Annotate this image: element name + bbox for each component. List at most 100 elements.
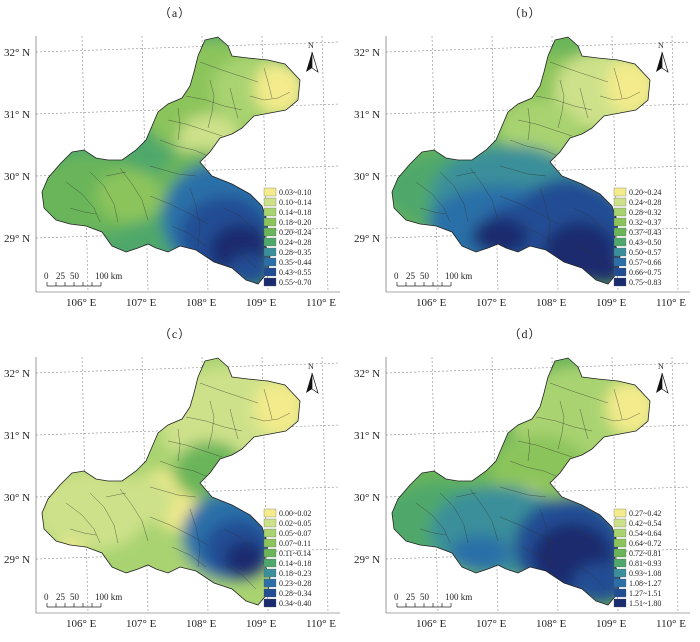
legend: 0.27~0.420.42~0.540.54~0.640.64~0.720.72… [613,508,661,608]
map-b: 32° N 31° N 30° N 29° N 106° E 107° E 108° E 10… [354,35,691,309]
legend-swatch [263,247,277,257]
legend-label: 1.51~1.80 [629,599,661,608]
district-boundary [223,207,255,231]
legend-label: 0.81~0.93 [629,559,661,568]
latitude-label: 31° N [354,430,380,442]
longitude-line [321,356,329,614]
longitude-label: 108° E [186,297,217,309]
region-outline [391,36,651,285]
north-label: N [308,41,314,50]
legend-swatch [263,528,277,538]
legend-label: 0.14~0.18 [279,208,311,217]
district-boundary [185,95,243,111]
district-boundary [159,139,209,157]
legend-label: 0.32~0.37 [629,218,661,227]
scale-label: 100 km [445,592,472,602]
latitude-label: 29° N [354,233,380,245]
legend-swatch [263,598,277,608]
legend-swatch [263,237,277,247]
region-outline [41,36,301,285]
legend: 0.20~0.240.24~0.280.28~0.320.32~0.370.37… [613,187,661,287]
longitude-line [671,35,679,293]
district-boundary [575,243,607,269]
panel-title: （d） [508,327,542,341]
longitude-label: 107° E [126,618,157,630]
scale-label: 50 [70,271,80,281]
legend-swatch [613,518,627,528]
legend-label: 0.28~0.34 [279,589,311,598]
legend-label: 0.64~0.72 [629,539,661,548]
longitude-line [671,356,679,614]
longitude-label: 107° E [476,297,507,309]
map-a: 32° N 31° N 30° N 29° N 106° E 107° E 108° E 10… [4,35,341,309]
legend-swatch [263,508,277,518]
district-boundary [225,243,257,269]
scale-label: 100 km [95,592,122,602]
district-boundary [229,408,239,440]
panel-d: （d） 32° N 31° N 30° N 29° N 106° E 107° E 108°… [350,321,700,642]
district-boundary [65,181,101,223]
legend-swatch [263,538,277,548]
map-d: 32° N 31° N 30° N 29° N 106° E 107° E 108° E 10… [354,356,691,630]
latitude-label: 31° N [354,109,380,121]
legend-swatch [613,548,627,558]
district-boundary [439,171,469,223]
legend-swatch [263,518,277,528]
latitude-label: 32° N [354,47,380,59]
value-zone [174,441,246,501]
legend-swatch [263,217,277,227]
district-boundary [613,67,623,99]
legend-swatch [263,578,277,588]
longitude-label: 109° E [596,297,627,309]
coordinate-labels: 32° N 31° N 30° N 29° N 106° E 107° E 108° E 10… [4,47,336,309]
legend-label: 0.18~0.23 [279,569,311,578]
legend-label: 0.57~0.66 [629,258,661,267]
district-boundary [535,95,593,111]
district-boundary [185,416,243,432]
legend-swatch [263,227,277,237]
district-boundary [499,486,547,498]
legend-label: 0.93~1.08 [629,569,661,578]
legend-swatch [263,548,277,558]
value-zone [254,379,300,435]
district-boundary [65,502,101,544]
legend-label: 0.35~0.44 [279,258,311,267]
latitude-label: 30° N [4,171,30,183]
district-boundary [223,528,255,552]
legend-label: 0.28~0.35 [279,248,311,257]
legend-swatch [613,207,627,217]
district-boundary [229,87,239,119]
legend-swatch [613,568,627,578]
legend-swatch [263,267,277,277]
value-zone [254,62,300,114]
longitude-label: 106° E [66,618,97,630]
legend-label: 0.37~0.43 [629,228,661,237]
district-boundary [119,167,149,221]
legend-swatch [613,257,627,267]
coordinate-labels: 32° N 31° N 30° N 29° N 106° E 107° E 108° E 10… [354,47,686,309]
district-boundary [499,165,547,177]
district-boundary [579,87,589,119]
scale-label: 100 km [95,271,122,281]
district-boundary [539,187,551,247]
district-boundary [69,207,97,215]
latitude-label: 29° N [4,554,30,566]
district-boundary [517,119,573,137]
scale-label: 50 [420,271,430,281]
district-boundary [469,488,499,542]
scale-label: 0 [394,592,399,602]
scale-label: 25 [406,592,416,602]
scale-label: 50 [70,592,80,602]
longitude-label: 108° E [536,618,567,630]
district-boundary [521,546,557,568]
district-boundary [455,492,477,498]
legend-label: 0.20~0.24 [629,188,661,197]
scale-label: 0 [44,592,49,602]
legend-label: 0.24~0.28 [629,198,661,207]
legend-label: 0.11~0.14 [279,549,311,558]
latitude-label: 30° N [354,171,380,183]
legend-label: 0.34~0.40 [279,599,311,608]
legend: 0.03~0.100.10~0.140.14~0.180.18~0.200.20… [263,187,311,287]
panel-b: （b） 32° N 31° N 30° N 29° N 106° E 107° E 108°… [350,0,700,321]
legend-swatch [263,197,277,207]
